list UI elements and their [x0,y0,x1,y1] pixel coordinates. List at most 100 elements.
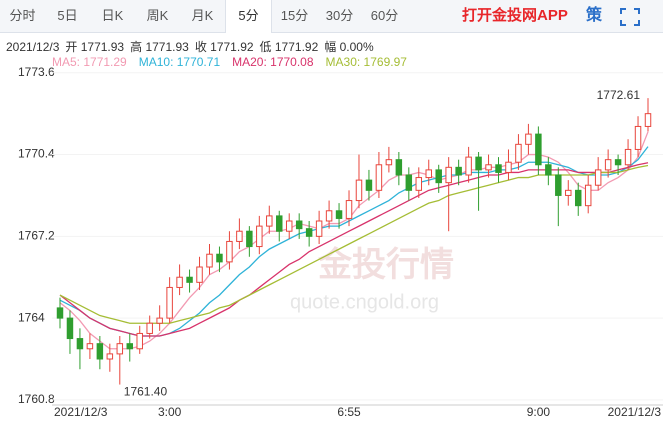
candle-body [266,215,273,227]
candle-body [365,179,373,191]
candle-body [535,133,542,166]
candle-body [285,220,293,232]
candle-body [375,164,383,191]
tab[interactable]: 15分 [280,8,309,23]
candle-body [345,200,353,219]
legend-entry: MA20: 1770.08 [232,55,314,69]
tab-bar: 分时 5日 日K 周K 月K 5分 15分 30分 60分 [0,0,663,33]
legend-entry: MA10: 1770.71 [138,55,221,69]
y-tick-label: 1773.6 [18,65,55,79]
candle-body [76,338,84,350]
tab[interactable]: 60分 [370,8,399,23]
candle-body [56,307,64,319]
brand-link[interactable]: 打开金投网APP [462,7,568,24]
candle-body [525,133,532,145]
candle-body [196,266,203,283]
candle-body [485,164,492,171]
candle-body [515,143,522,163]
candle-body [236,230,243,242]
tab[interactable]: 5日 [57,8,78,23]
candle-body [305,228,313,237]
x-tick-label: 2021/12/3 [608,405,662,419]
candle-body [505,161,512,173]
candle-body [385,159,393,166]
info-item: 收 1771.92 [194,40,254,54]
candle-body [604,159,612,171]
tab[interactable]: 分时 [9,8,36,23]
tab[interactable]: 周K [146,8,169,23]
candle-body [475,156,482,171]
watermark-title: 金投行情 [317,245,454,284]
candle-body [545,164,552,176]
high-annotation: 1772.61 [597,88,641,102]
candle-body [256,225,263,248]
candle-body [644,113,652,127]
candle-body [614,159,622,166]
candle-body [574,189,582,207]
candle-body [315,220,323,237]
tab[interactable]: 月K [191,8,214,23]
candle-body [325,210,333,222]
candle-body [584,184,592,207]
candle-body [126,343,134,350]
candle-body [594,169,602,186]
ma-line [59,131,649,350]
ma-legend: MA5: 1771.29 MA10: 1770.71 MA20: 1770.08 MA… [52,55,419,69]
info-item: 开 1771.93 [65,40,125,54]
candle-body [86,343,94,350]
watermark-url: quote.cngold.org [290,291,439,313]
candle-body [355,179,363,202]
candle-body [624,148,632,166]
candle-body [425,169,432,179]
tab[interactable]: 日K [101,8,124,23]
candle-body [445,166,452,184]
candle-body [176,276,183,288]
candle-body [246,230,253,248]
candle-body [146,322,153,334]
x-tick-label: 3:00 [158,405,182,419]
y-tick-label: 1770.4 [18,147,55,161]
info-item: 高 1771.93 [130,40,189,54]
info-item: 低 1771.92 [259,40,319,54]
tab[interactable]: 5分 [225,0,272,33]
info-item: 幅 0.00% [324,40,374,54]
legend-entry: MA30: 1769.97 [325,55,407,69]
candle-body [565,189,572,196]
candle-body [405,174,413,191]
candle-body [226,240,233,263]
low-annotation: 1761.40 [124,385,168,399]
candle-body [96,343,104,360]
candle-body [435,169,442,184]
candle-body [455,166,462,176]
candle-body [156,317,163,324]
info-line: 2021/12/3 开 1771.93 高 1771.93 收 1771.92 低 17… [6,38,380,55]
tab[interactable]: 30分 [325,8,354,23]
y-tick-label: 1767.2 [18,229,55,243]
candle-body [206,253,213,268]
y-tick-label: 1760.8 [18,392,55,406]
expand-icon[interactable] [620,8,640,26]
candle-body [335,210,343,219]
candle-body [136,332,143,350]
candle-body [415,177,423,191]
candle-body [395,159,403,176]
x-tick-label: 6:55 [337,405,361,419]
candle-body [495,164,502,173]
candle-body [66,317,74,340]
candle-body [116,343,124,355]
info-item: 2021/12/3 [6,40,60,54]
candle-body [634,125,642,150]
candle-body [465,156,472,176]
candle-body [166,286,173,319]
x-tick-label: 9:00 [527,405,551,419]
candle-body [555,174,562,196]
candle-body [276,215,283,232]
y-tick-label: 1764 [18,310,45,324]
x-tick-label: 2021/12/3 [54,405,108,419]
candle-body [295,220,303,230]
legend-entry: MA5: 1771.29 [52,55,127,69]
candle-body [186,276,193,283]
strategy-button[interactable]: 策 [586,7,603,24]
